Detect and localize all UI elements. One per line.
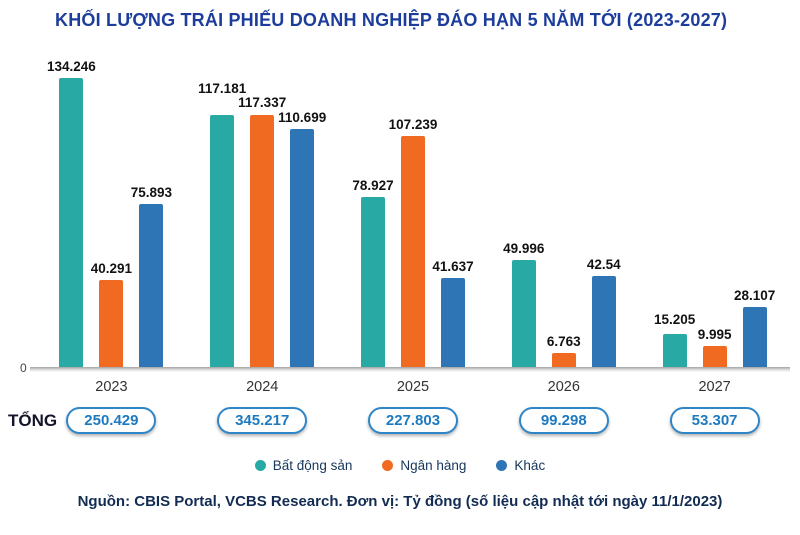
bar-slot-ngan-hang-2024: 117.337 [238, 55, 286, 367]
bar-slot-khac-2024: 110.699 [278, 55, 326, 367]
totals-pills: 250.429 345.217 227.803 99.298 53.307 [36, 407, 790, 434]
bar-value-label-ngan-hang-2027: 9.995 [697, 326, 732, 342]
bar-group-2024: 117.181 117.337 110.699 [187, 55, 338, 367]
bar-bat-dong-san-2024 [210, 115, 235, 367]
totals-row: TỔNG 250.429 345.217 227.803 99.298 53.307 [0, 407, 800, 434]
bar-slot-bat-dong-san-2026: 49.996 [503, 55, 544, 367]
bar-slot-ngan-hang-2023: 40.291 [91, 55, 132, 367]
bar-value-label-ngan-hang-2024: 117.337 [238, 95, 287, 110]
x-axis-baseline [30, 367, 790, 372]
bar-value-label-ngan-hang-2025: 107.239 [388, 117, 438, 133]
legend-item-ngan-hang: Ngân hàng [382, 458, 466, 473]
bar-slot-khac-2027: 28.107 [734, 55, 775, 367]
legend-marker-khac [496, 460, 508, 471]
bar-value-label-ngan-hang-2026: 6.763 [546, 333, 581, 349]
total-pill-2024: 345.217 [217, 407, 308, 434]
bar-khac-2024 [290, 129, 315, 367]
bar-slot-bat-dong-san-2023: 134.246 [47, 55, 96, 367]
bar-slot-bat-dong-san-2027: 15.205 [654, 55, 695, 367]
bar-slot-ngan-hang-2025: 107.239 [389, 55, 437, 367]
x-axis-labels: 2023 2024 2025 2026 2027 [36, 379, 790, 395]
legend-label-khac: Khác [514, 458, 546, 473]
total-pill-cell-2025: 227.803 [338, 407, 489, 434]
x-axis-label-2023: 2023 [95, 379, 128, 395]
bar-group-2027: 15.205 9.995 28.107 [639, 55, 790, 367]
total-pill-2023: 250.429 [66, 407, 157, 434]
bar-bat-dong-san-2025 [360, 197, 385, 367]
legend-item-khac: Khác [496, 458, 545, 473]
bar-group-2026: 49.996 6.763 42.54 [488, 55, 639, 367]
legend-marker-ngan-hang [382, 460, 394, 471]
chart-area: 0 134.246 40.291 75.893 117.181 117.337 110.6… [0, 55, 800, 395]
bar-value-label-khac-2025: 41.637 [432, 258, 474, 274]
bar-bat-dong-san-2026 [511, 259, 536, 367]
bar-bat-dong-san-2023 [59, 78, 84, 367]
y-axis-zero-label: 0 [20, 361, 27, 375]
bar-groups: 134.246 40.291 75.893 117.181 117.337 110.699… [36, 55, 790, 367]
bar-bat-dong-san-2027 [662, 334, 687, 367]
bar-khac-2025 [440, 277, 465, 367]
total-pill-cell-2024: 345.217 [187, 407, 338, 434]
x-axis-label-2026: 2026 [547, 379, 580, 395]
bar-slot-ngan-hang-2027: 9.995 [698, 55, 731, 367]
x-axis-label-2024: 2024 [246, 379, 279, 395]
bar-slot-khac-2023: 75.893 [131, 55, 172, 367]
bar-value-label-bat-dong-san-2023: 134.246 [46, 59, 96, 75]
bar-value-label-bat-dong-san-2024: 117.181 [198, 80, 247, 96]
bar-slot-bat-dong-san-2024: 117.181 [198, 55, 246, 367]
chart-title: KHỐI LƯỢNG TRÁI PHIẾU DOANH NGHIỆP ĐÁO H… [55, 10, 728, 30]
bar-khac-2027 [742, 306, 767, 367]
bar-value-label-bat-dong-san-2025: 78.927 [352, 178, 394, 194]
bar-group-2023: 134.246 40.291 75.893 [36, 55, 187, 367]
bar-ngan-hang-2026 [551, 352, 576, 367]
legend: Bất động sản Ngân hàng Khác [0, 458, 800, 473]
bar-slot-khac-2026: 42.54 [587, 55, 621, 367]
bar-slot-khac-2025: 41.637 [432, 55, 474, 367]
bar-khac-2026 [591, 275, 616, 367]
bar-value-label-khac-2026: 42.54 [586, 256, 621, 272]
bar-value-label-khac-2027: 28.107 [733, 287, 776, 303]
bar-ngan-hang-2024 [250, 114, 275, 367]
legend-item-bat-dong-san: Bất động sản [254, 458, 353, 473]
bar-value-label-khac-2023: 75.893 [130, 184, 173, 200]
total-pill-cell-2023: 250.429 [36, 407, 187, 434]
source-note: Nguồn: CBIS Portal, VCBS Research. Đơn v… [77, 493, 723, 510]
bar-slot-bat-dong-san-2025: 78.927 [352, 55, 394, 367]
plot-area: 0 134.246 40.291 75.893 117.181 117.337 110.6… [20, 55, 790, 375]
legend-label-bat-dong-san: Bất động sản [272, 458, 353, 473]
bar-ngan-hang-2025 [400, 136, 425, 367]
x-axis-label-2025: 2025 [396, 379, 430, 395]
x-axis-label-2027: 2027 [698, 379, 731, 395]
total-pill-cell-2026: 99.298 [488, 407, 639, 434]
total-pill-cell-2027: 53.307 [639, 407, 790, 434]
totals-label: TỔNG [8, 411, 58, 430]
bar-group-2025: 78.927 107.239 41.637 [338, 55, 489, 367]
total-pill-2026: 99.298 [518, 407, 609, 434]
total-pill-2027: 53.307 [669, 407, 760, 434]
bar-slot-ngan-hang-2026: 6.763 [547, 55, 581, 367]
bar-ngan-hang-2027 [702, 345, 727, 367]
legend-marker-bat-dong-san [254, 460, 266, 471]
bar-value-label-bat-dong-san-2027: 15.205 [653, 311, 696, 327]
total-pill-2025: 227.803 [367, 407, 458, 434]
bar-value-label-ngan-hang-2023: 40.291 [90, 261, 133, 277]
legend-label-ngan-hang: Ngân hàng [400, 458, 467, 473]
bar-value-label-bat-dong-san-2026: 49.996 [503, 240, 545, 256]
bar-khac-2023 [139, 203, 164, 367]
bar-ngan-hang-2023 [99, 280, 124, 367]
bar-value-label-khac-2024: 110.699 [278, 110, 327, 125]
